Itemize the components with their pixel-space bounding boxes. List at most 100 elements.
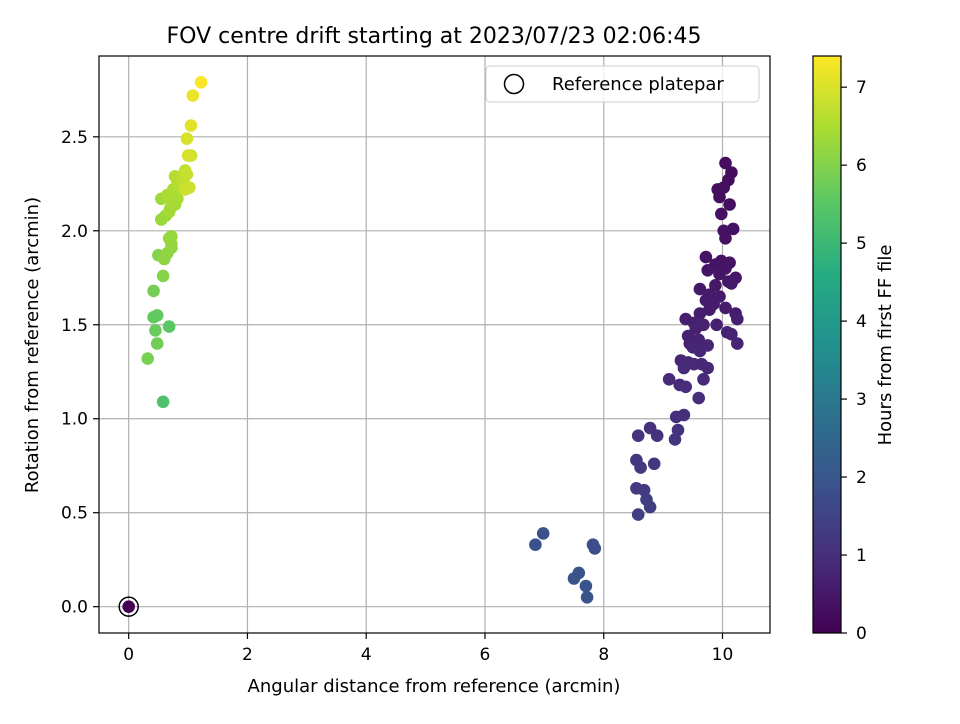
y-tick-label: 1.5 — [61, 316, 88, 336]
data-point — [731, 312, 744, 326]
data-point — [186, 89, 200, 102]
colorbar-label: Hours from first FF file — [875, 245, 896, 446]
data-point — [631, 508, 645, 521]
data-point — [567, 572, 581, 585]
data-point — [669, 410, 683, 424]
data-point — [181, 149, 195, 162]
data-point — [529, 538, 542, 551]
data-point — [723, 198, 736, 211]
data-point — [731, 337, 744, 350]
data-point — [693, 344, 707, 358]
data-point — [693, 282, 707, 296]
x-tick-label: 6 — [480, 645, 491, 665]
data-points — [141, 76, 744, 604]
data-point — [647, 457, 661, 471]
data-point — [634, 461, 647, 474]
x-tick-label: 0 — [123, 645, 134, 665]
data-point — [719, 156, 732, 170]
y-axis: 0.0 0.5 1.0 1.5 2.0 2.5 — [61, 128, 99, 618]
colorbar-tick-label: 4 — [856, 312, 867, 332]
data-point — [180, 168, 194, 181]
data-point — [713, 267, 726, 281]
data-point — [692, 391, 705, 405]
reference-marker-layer — [118, 596, 139, 617]
colorbar-tick-label: 2 — [856, 468, 867, 488]
data-point — [178, 183, 192, 196]
data-point — [184, 119, 198, 132]
data-point — [668, 433, 682, 446]
data-point — [156, 269, 170, 283]
data-point — [679, 380, 692, 394]
y-tick-label: 2.5 — [61, 128, 88, 148]
data-point — [156, 395, 170, 409]
data-point — [579, 579, 593, 593]
data-point — [725, 277, 738, 290]
x-axis: 0 2 4 6 8 10 — [123, 633, 733, 665]
colorbar-frame — [812, 55, 842, 634]
data-point — [588, 542, 602, 555]
y-tick-label: 2.0 — [61, 222, 88, 242]
data-point — [662, 373, 676, 386]
y-tick-label: 0.5 — [61, 504, 88, 524]
x-tick-label: 10 — [712, 645, 734, 665]
reference-point — [122, 600, 135, 613]
data-point — [701, 361, 714, 375]
colorbar: 0 1 2 3 4 5 6 7 Hours from first FF file — [812, 55, 896, 644]
data-point — [701, 264, 714, 277]
y-tick-label: 1.0 — [61, 410, 88, 430]
data-point — [194, 76, 208, 89]
data-point — [165, 230, 178, 243]
reference-platepar-marker — [118, 596, 139, 617]
data-point — [713, 190, 726, 204]
y-axis-label: Rotation from reference (arcmin) — [22, 197, 43, 493]
colorbar-tick-label: 6 — [856, 156, 867, 176]
data-point — [726, 222, 740, 236]
data-point — [631, 429, 645, 443]
data-point — [710, 318, 723, 332]
grid — [99, 56, 770, 633]
colorbar-ticks: 0 1 2 3 4 5 6 7 — [841, 78, 867, 644]
data-point — [725, 327, 738, 341]
colorbar-tick-label: 0 — [856, 624, 867, 644]
data-point — [150, 309, 164, 322]
data-point — [719, 232, 732, 245]
data-point — [703, 303, 716, 317]
colorbar-tick-label: 1 — [856, 546, 867, 566]
data-point — [141, 352, 154, 365]
data-point — [580, 591, 594, 604]
colorbar-tick-label: 7 — [856, 78, 867, 98]
legend-marker-icon — [503, 73, 525, 95]
data-point — [709, 279, 722, 292]
colorbar-tick-label: 3 — [856, 390, 867, 410]
data-point — [158, 252, 171, 266]
data-point — [180, 132, 194, 145]
data-point — [697, 373, 710, 386]
data-point — [715, 207, 728, 221]
colorbar-gradient — [813, 56, 841, 633]
data-point — [699, 250, 713, 264]
data-point — [687, 357, 701, 371]
data-point — [150, 337, 164, 350]
data-point — [643, 500, 657, 514]
plot-frame — [98, 55, 771, 634]
x-tick-label: 4 — [361, 645, 372, 665]
x-tick-label: 8 — [598, 645, 609, 665]
data-point — [677, 361, 691, 375]
x-tick-label: 2 — [242, 645, 253, 665]
data-point — [693, 307, 707, 320]
data-point — [162, 320, 176, 333]
y-tick-label: 0.0 — [61, 598, 88, 618]
data-point — [536, 527, 550, 540]
data-point — [719, 301, 732, 315]
data-point — [147, 284, 160, 298]
x-axis-label: Angular distance from reference (arcmin) — [248, 676, 621, 697]
chart-title: FOV centre drift starting at 2023/07/23 … — [167, 24, 702, 49]
legend-box — [485, 65, 760, 103]
legend-label: Reference platepar — [552, 74, 724, 95]
data-point — [149, 324, 162, 337]
data-point — [650, 429, 664, 443]
data-point — [171, 192, 184, 206]
colorbar-tick-label: 5 — [856, 234, 867, 254]
